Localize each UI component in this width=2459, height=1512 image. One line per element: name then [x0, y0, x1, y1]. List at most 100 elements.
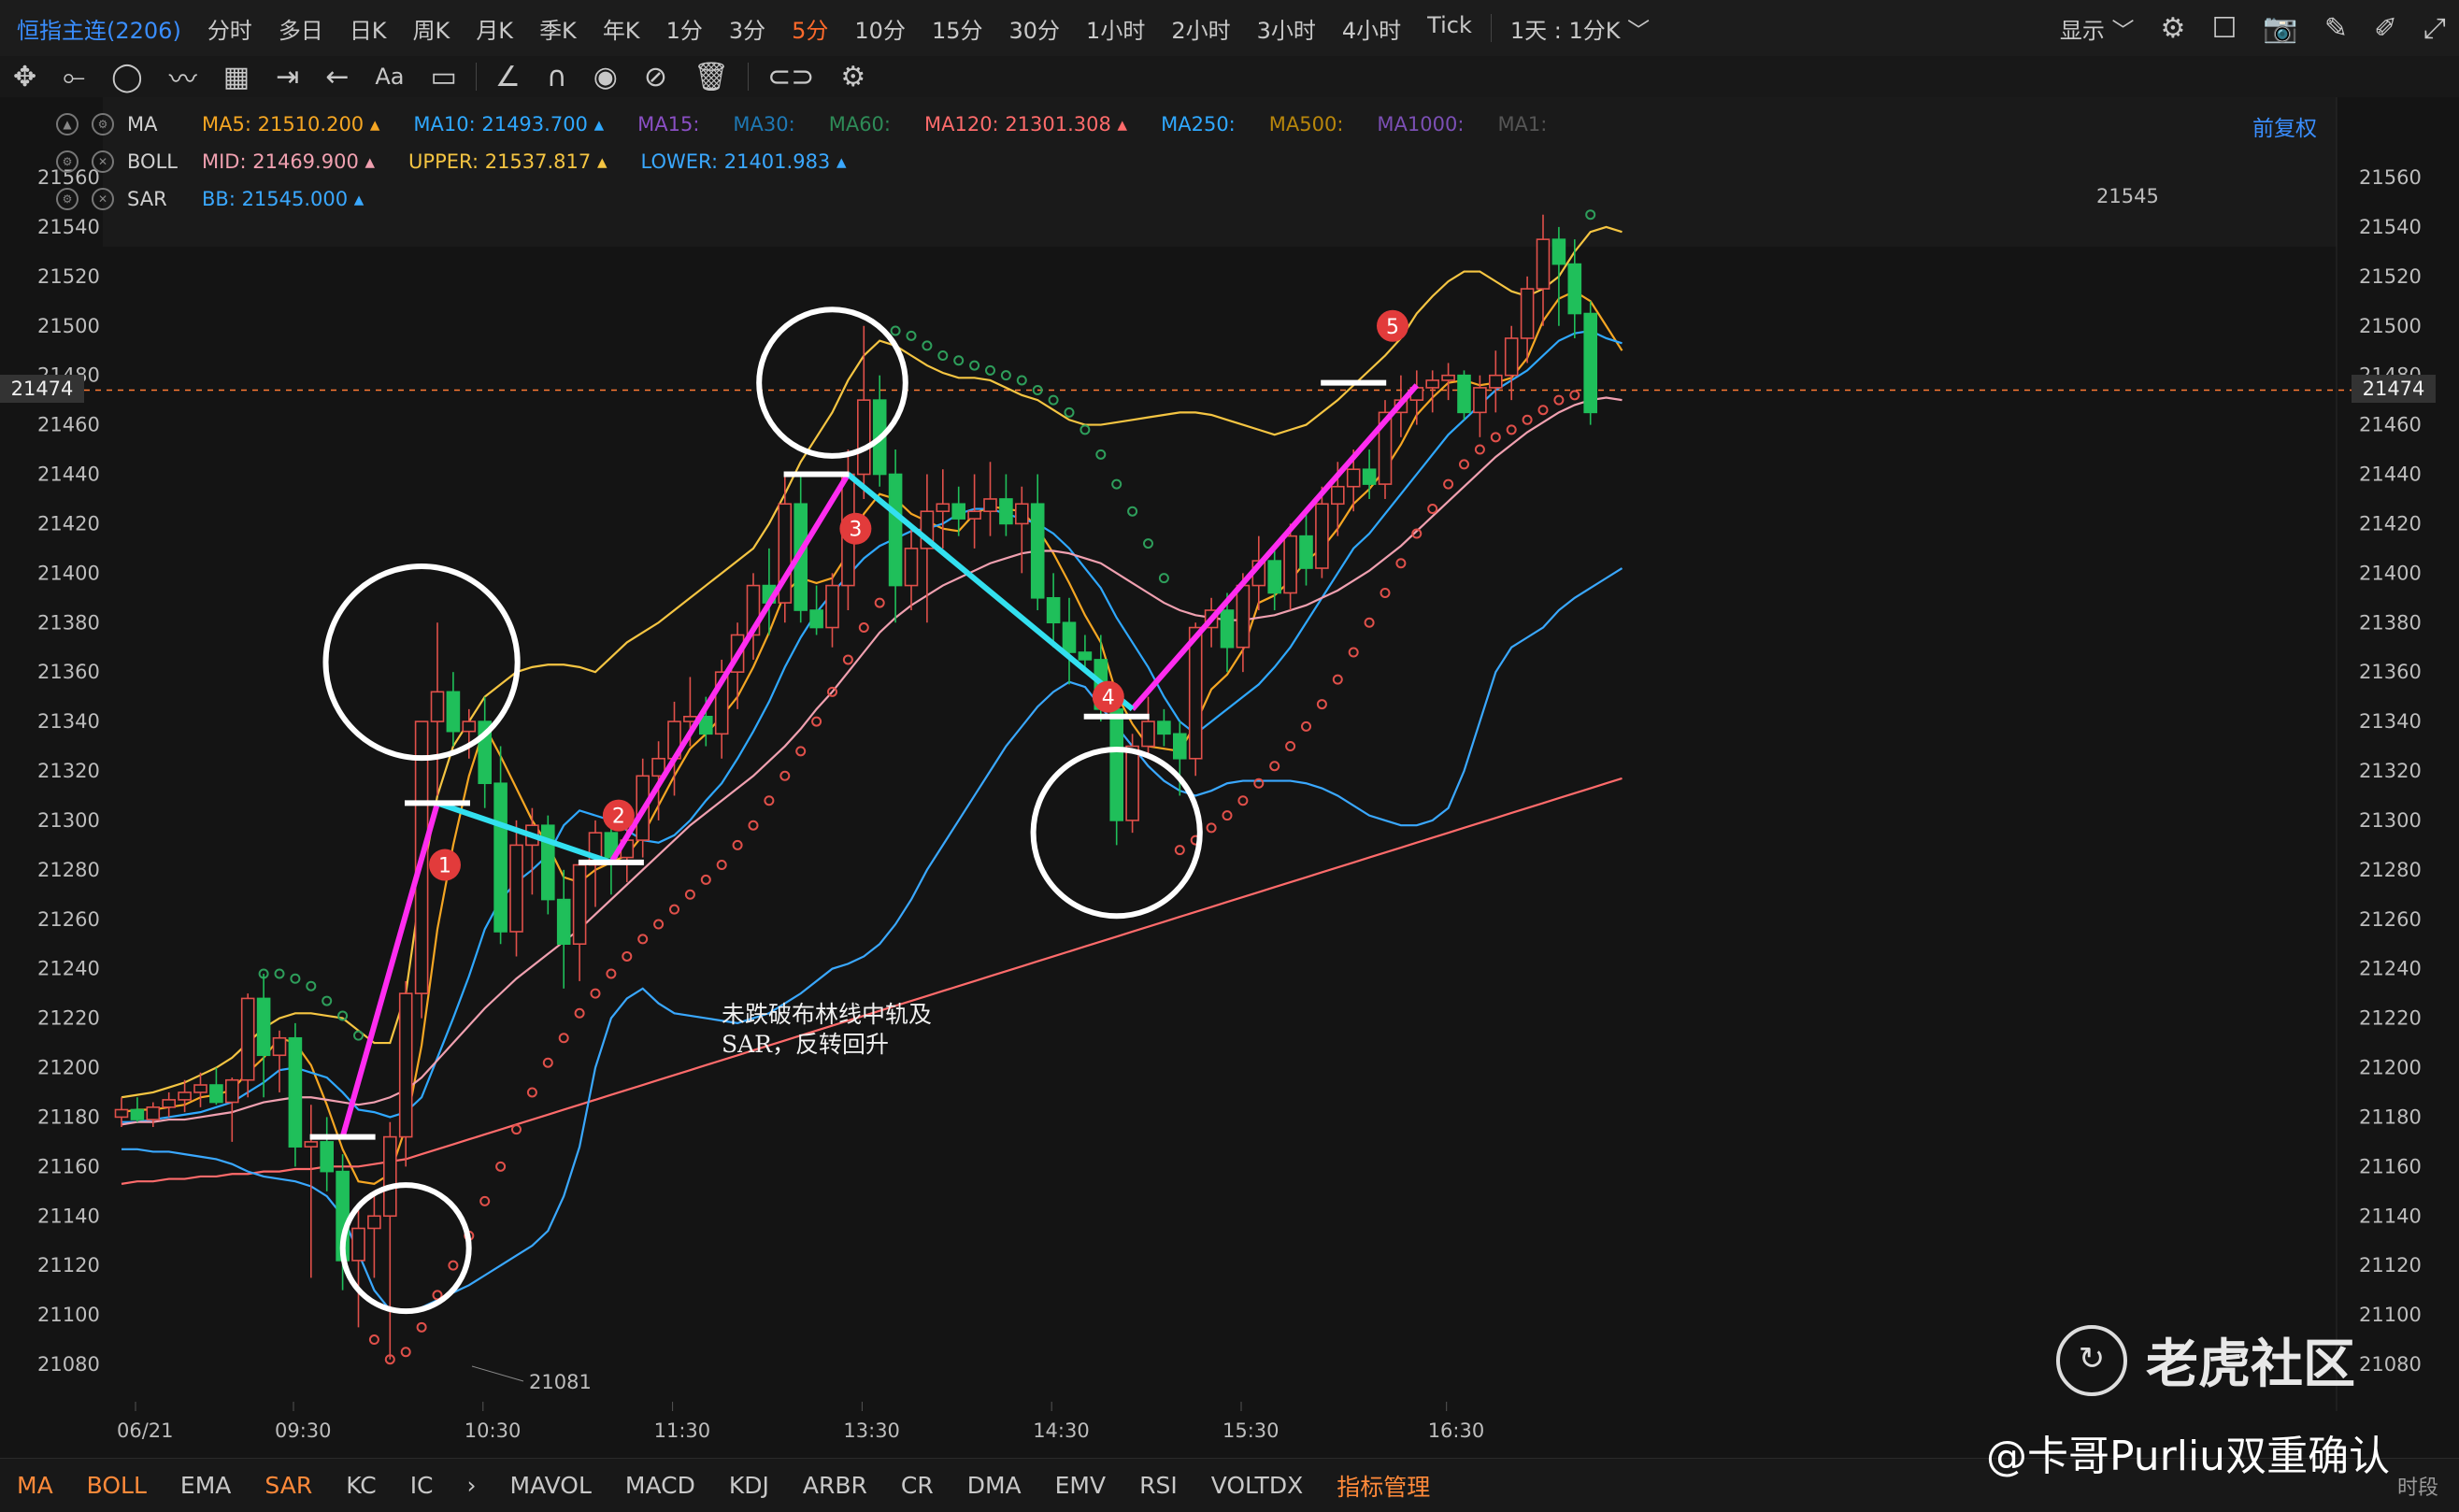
uptrend-line: [339, 802, 440, 1138]
candle-body: [162, 1099, 176, 1108]
period-tab[interactable]: 年K: [602, 17, 640, 44]
magnet-icon[interactable]: ∩: [546, 60, 567, 93]
main-indicator-tab[interactable]: KC: [346, 1472, 377, 1499]
sar-dot: [290, 973, 301, 984]
note-tool-icon[interactable]: ▭: [430, 60, 457, 93]
settings-icon[interactable]: ⚙: [56, 150, 79, 173]
sub-indicator-tab[interactable]: VOLTDX: [1210, 1472, 1304, 1499]
close-icon[interactable]: ✕: [92, 150, 114, 173]
sar-dot: [1095, 449, 1107, 460]
circle-tool-icon[interactable]: ◯: [111, 60, 143, 93]
period-tab[interactable]: 多日: [278, 17, 323, 44]
period-tab[interactable]: 分时: [207, 17, 252, 44]
x-tick-label: 09:30: [275, 1419, 332, 1442]
candle-body: [1362, 468, 1377, 485]
y-tick-label-left: 21380: [37, 611, 100, 634]
arrow-tool-icon[interactable]: ←: [325, 60, 350, 93]
period-tab[interactable]: 日K: [349, 17, 387, 44]
y-tick-label-right: 21300: [2359, 809, 2422, 832]
period-tab[interactable]: 1小时: [1086, 17, 1146, 44]
uptrend-line: [608, 472, 851, 864]
time-segment-button[interactable]: 时段: [2397, 1476, 2439, 1500]
period-tab[interactable]: 30分: [1008, 17, 1061, 44]
edit-icon[interactable]: ✎: [2323, 11, 2348, 45]
y-tick-label-right: 21280: [2359, 859, 2422, 881]
sar-dot: [1522, 414, 1533, 425]
main-indicator-tab[interactable]: SAR: [264, 1472, 313, 1499]
candle-body: [999, 498, 1013, 525]
collapse-icon[interactable]: ▲: [56, 113, 79, 136]
sar-dot: [827, 686, 837, 697]
sar-dot: [653, 919, 665, 930]
period-tab[interactable]: 月K: [476, 17, 514, 44]
sub-indicator-tab[interactable]: KDJ: [728, 1472, 769, 1499]
candle-body: [904, 548, 919, 587]
adjust-mode[interactable]: 前复权: [2252, 117, 2317, 141]
legend-label: MA250:: [1161, 113, 1236, 136]
author-credit: @卡哥Purliu双重确认: [1986, 1433, 2391, 1480]
link-icon[interactable]: ⊂⊃: [767, 60, 815, 93]
sub-indicator-tab[interactable]: EMV: [1054, 1472, 1107, 1499]
period-tab[interactable]: 3分: [728, 17, 766, 44]
sar-dot: [1016, 375, 1027, 386]
main-indicator-tabs: MA BOLL EMA SAR KC IC: [0, 1472, 450, 1499]
period-tab[interactable]: 周K: [412, 17, 450, 44]
sub-indicator-tab[interactable]: MACD: [624, 1472, 695, 1499]
step-marker: [602, 799, 635, 832]
period-tab[interactable]: 1分: [665, 17, 703, 44]
tiger-logo-icon: ↻: [2056, 1324, 2127, 1396]
sar-dot: [1506, 424, 1517, 435]
range-select[interactable]: 1天 : 1分K ﹀: [1509, 17, 1651, 44]
settings-icon[interactable]: ⚙: [56, 188, 79, 210]
pen-icon[interactable]: ✐: [2373, 11, 2397, 45]
sub-indicator-tab[interactable]: CR: [900, 1472, 934, 1499]
period-tab[interactable]: 季K: [539, 17, 577, 44]
indicator-manage-button[interactable]: 指标管理: [1337, 1473, 1431, 1501]
main-indicator-tab[interactable]: MA: [17, 1472, 53, 1499]
period-tab[interactable]: 5分: [792, 17, 829, 44]
gear-icon[interactable]: ⚙: [840, 60, 866, 93]
legend-label: MA120:: [923, 113, 999, 136]
candle-body: [1173, 733, 1187, 760]
sar-dot: [1395, 558, 1407, 569]
sub-indicator-tab[interactable]: MAVOL: [509, 1472, 592, 1499]
period-tab[interactable]: 2小时: [1171, 17, 1231, 44]
period-tab[interactable]: 15分: [931, 17, 983, 44]
main-indicator-tab[interactable]: BOLL: [86, 1472, 147, 1499]
highlight-circle: [1030, 747, 1203, 920]
move-icon[interactable]: ✥: [13, 60, 37, 93]
sub-indicator-tab[interactable]: RSI: [1139, 1472, 1178, 1499]
display-menu[interactable]: 显示 ﹀: [2059, 17, 2135, 44]
period-tab[interactable]: 4小时: [1341, 17, 1402, 44]
wave-tool-icon[interactable]: 〰: [168, 64, 197, 96]
main-indicator-tab[interactable]: IC: [409, 1472, 434, 1499]
close-icon[interactable]: ✕: [92, 188, 114, 210]
text-tool-icon[interactable]: Aa: [375, 64, 405, 90]
trash-icon[interactable]: 🗑: [693, 60, 730, 93]
expand-icon[interactable]: ⤢: [2423, 11, 2446, 45]
period-tab[interactable]: 3小时: [1256, 17, 1316, 44]
sub-indicator-tab[interactable]: ARBR: [802, 1472, 867, 1499]
period-tab[interactable]: Tick: [1427, 11, 1472, 38]
main-indicator-tab[interactable]: EMA: [179, 1472, 232, 1499]
sub-indicator-tab[interactable]: DMA: [966, 1472, 1022, 1499]
x-tick-label: 11:30: [654, 1419, 711, 1442]
measure-tool-icon[interactable]: ⇥: [276, 60, 300, 93]
ruler-icon[interactable]: ∠: [494, 60, 521, 93]
camera-icon[interactable]: 📷: [2263, 11, 2298, 45]
period-tab[interactable]: 10分: [854, 17, 906, 44]
eye-icon[interactable]: ◉: [593, 60, 618, 93]
fib-tool-icon[interactable]: ▦: [222, 60, 250, 93]
symbol-selector[interactable]: 恒指主连(2206): [17, 17, 181, 44]
hide-icon[interactable]: ⊘: [643, 60, 668, 93]
layout-icon[interactable]: ☐: [2211, 11, 2237, 45]
line-tool-icon[interactable]: ⟜: [63, 60, 86, 93]
settings-icon[interactable]: ⚙: [2160, 11, 2186, 45]
sar-dot: [495, 1161, 507, 1172]
chevron-right-icon[interactable]: ›: [466, 1472, 477, 1499]
y-tick-label-left: 21200: [37, 1057, 100, 1079]
settings-icon[interactable]: ⚙: [92, 113, 114, 136]
legend-label: MA1:: [1497, 113, 1548, 136]
sar-dot: [1048, 394, 1059, 406]
